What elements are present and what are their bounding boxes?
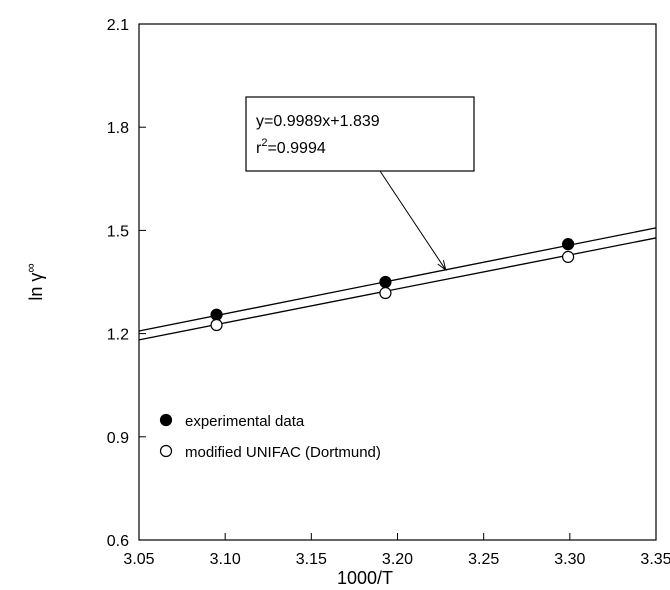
x-tick-label: 3.20 — [382, 551, 413, 568]
y-axis-title: ln γ∞ — [23, 263, 46, 300]
annotation-r2: r2=0.9994 — [256, 137, 326, 157]
y-tick-label: 0.9 — [107, 430, 129, 447]
y-axis: 0.6 0.9 1.2 1.5 1.8 2.1 — [107, 17, 146, 550]
x-tick-label: 3.35 — [640, 551, 670, 568]
annotation-r2-suffix: =0.9994 — [267, 140, 325, 157]
legend-marker-experimental — [159, 413, 173, 427]
x-tick-label: 3.15 — [296, 551, 327, 568]
legend-marker-unifac — [159, 444, 173, 458]
y-tick-label: 1.5 — [107, 223, 129, 240]
point-experimental — [210, 308, 223, 321]
y-tick-label: 1.2 — [107, 327, 129, 344]
x-tick-label: 3.05 — [123, 551, 154, 568]
data-markers — [210, 238, 575, 332]
x-tick-label: 3.30 — [554, 551, 585, 568]
x-tick-label: 3.10 — [210, 551, 241, 568]
annotation-r2-prefix: r — [256, 140, 262, 157]
equation-annotation: y=0.9989x+1.839 r2=0.9994 — [245, 96, 475, 272]
point-unifac — [562, 250, 575, 263]
legend-label-unifac: modified UNIFAC (Dortmund) — [185, 444, 381, 461]
y-tick-label: 0.6 — [107, 533, 129, 550]
y-axis-title-main: ln γ — [26, 273, 46, 301]
annotation-arrow — [379, 170, 447, 271]
annotation-equation: y=0.9989x+1.839 — [256, 113, 380, 130]
y-tick-label: 2.1 — [107, 17, 129, 34]
y-axis-title-sup: ∞ — [23, 263, 38, 272]
point-unifac — [210, 318, 223, 332]
x-tick-label: 3.25 — [468, 551, 499, 568]
annotation-arrowhead — [437, 260, 447, 272]
legend-label-experimental: experimental data — [185, 413, 305, 430]
annotation-r2-sup: 2 — [261, 137, 267, 149]
legend: experimental data modified UNIFAC (Dortm… — [159, 413, 381, 461]
annotation-box — [245, 96, 475, 172]
y-axis-title-group: ln γ∞ — [23, 263, 46, 300]
x-axis-title: 1000/T — [337, 568, 393, 588]
x-axis: 3.05 3.10 3.15 3.20 3.25 3.30 3.35 — [123, 533, 670, 568]
point-experimental — [562, 238, 575, 251]
point-experimental — [379, 275, 392, 289]
point-unifac — [379, 286, 392, 300]
y-tick-label: 1.8 — [107, 120, 129, 137]
